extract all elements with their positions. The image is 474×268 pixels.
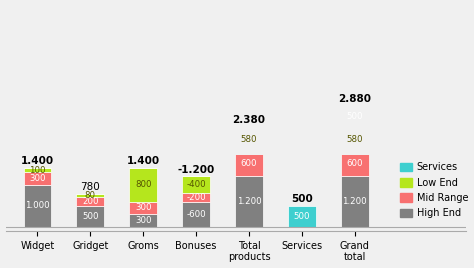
Bar <box>235 151 263 176</box>
Bar <box>341 106 369 127</box>
Text: 1.000: 1.000 <box>25 201 50 210</box>
Bar <box>129 168 157 202</box>
Text: 200: 200 <box>82 197 99 206</box>
Text: 580: 580 <box>346 135 363 144</box>
Text: 600: 600 <box>241 159 257 168</box>
Bar <box>341 127 369 151</box>
Bar <box>24 168 51 172</box>
Text: 1.400: 1.400 <box>127 156 160 166</box>
Text: 300: 300 <box>29 174 46 183</box>
Text: 100: 100 <box>29 166 46 175</box>
Text: 780: 780 <box>81 183 100 192</box>
Bar <box>288 206 316 227</box>
Bar <box>235 176 263 227</box>
Text: 80: 80 <box>85 191 96 200</box>
Bar <box>235 127 263 151</box>
Text: -600: -600 <box>186 210 206 219</box>
Text: -400: -400 <box>186 180 206 189</box>
Bar <box>76 194 104 198</box>
Bar <box>341 151 369 176</box>
Text: -200: -200 <box>186 193 206 202</box>
Text: 500: 500 <box>82 212 99 221</box>
Text: 500: 500 <box>346 112 363 121</box>
Text: 1.400: 1.400 <box>21 156 54 166</box>
Bar <box>129 202 157 214</box>
Text: 1.200: 1.200 <box>343 197 367 206</box>
Bar <box>182 193 210 202</box>
Text: 600: 600 <box>346 159 363 168</box>
Bar <box>182 202 210 227</box>
Bar <box>76 206 104 227</box>
Bar <box>182 176 210 193</box>
Text: 2.880: 2.880 <box>338 94 371 104</box>
Text: 580: 580 <box>241 135 257 144</box>
Bar <box>341 176 369 227</box>
Bar <box>76 198 104 206</box>
Text: 800: 800 <box>135 180 151 189</box>
Legend: Services, Low End, Mid Range, High End: Services, Low End, Mid Range, High End <box>398 160 470 220</box>
Text: 300: 300 <box>135 203 151 213</box>
Text: -1.200: -1.200 <box>177 165 215 175</box>
Text: 500: 500 <box>294 212 310 221</box>
Bar <box>24 185 51 227</box>
Text: 2.380: 2.380 <box>232 115 265 125</box>
Text: 1.200: 1.200 <box>237 197 261 206</box>
Text: 500: 500 <box>291 194 313 204</box>
Text: 300: 300 <box>135 216 151 225</box>
Bar <box>129 214 157 227</box>
Bar <box>24 172 51 185</box>
